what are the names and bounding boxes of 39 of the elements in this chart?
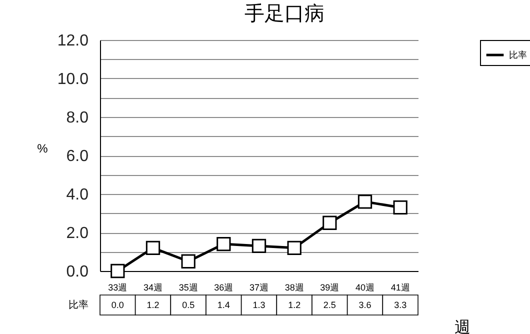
text: 10.0 (57, 71, 88, 88)
text: 2.0 (66, 225, 88, 242)
x-tick-label: 33週 (108, 282, 128, 292)
x-tick-label: 36週 (214, 282, 234, 292)
x-tick-label: 35週 (178, 282, 198, 292)
legend-label: 比率 (509, 50, 527, 60)
text: 12.0 (57, 32, 88, 50)
text: 4.0 (66, 186, 88, 204)
x-tick-label: 38週 (284, 282, 304, 292)
point (110, 264, 125, 278)
text: 8.0 (66, 110, 88, 126)
x-axis-title: 週 (454, 320, 470, 334)
text: 比率 (68, 300, 88, 311)
point (216, 236, 231, 252)
y-axis-title: % (37, 142, 48, 156)
data-label: 0.0 (111, 300, 124, 310)
text: 0.0 (66, 264, 88, 280)
x-tick-label: 40週 (355, 282, 375, 292)
point (146, 240, 160, 255)
data-label: 3.6 (358, 300, 372, 310)
x-tick-label: 37週 (249, 282, 269, 292)
point (287, 240, 302, 255)
point (181, 254, 196, 268)
data-label: 1.3 (252, 300, 266, 310)
data-label: 1.4 (217, 300, 230, 310)
chart-title: 手足口病 (244, 3, 325, 25)
x-tick-label: 41週 (390, 282, 410, 292)
data-label: 1.2 (288, 300, 301, 310)
data-label: 2.5 (323, 300, 336, 310)
data-label: 0.5 (182, 300, 195, 310)
x-tick-label: 39週 (320, 282, 340, 292)
data-label: 1.2 (146, 300, 160, 310)
x-tick-label: 34週 (143, 282, 163, 292)
data-label: 3.3 (394, 300, 407, 310)
point (393, 200, 408, 215)
point (252, 238, 266, 254)
point (358, 194, 372, 209)
point (322, 216, 337, 230)
text: 6.0 (66, 148, 88, 165)
